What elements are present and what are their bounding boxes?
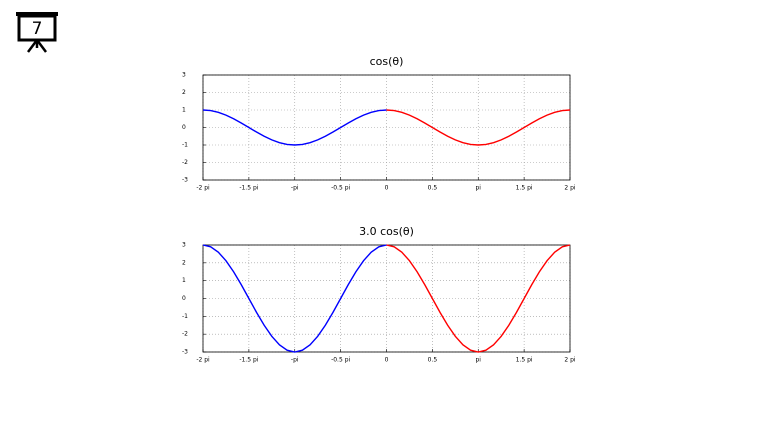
x-tick-label: -2 pi (196, 185, 210, 192)
x-tick-label: 2 pi (564, 357, 576, 364)
icon-leg (36, 39, 47, 53)
y-tick-label: 2 (182, 89, 186, 96)
x-tick-label: -2 pi (196, 357, 210, 364)
curve (202, 244, 387, 353)
x-tick-label: -0.5 pi (331, 185, 350, 192)
x-tick-label: -1.5 pi (239, 185, 258, 192)
curve (386, 244, 571, 353)
slide-icon: 7 (16, 12, 58, 53)
y-tick-label: -2 (182, 331, 188, 338)
x-tick-label: pi (476, 185, 482, 192)
x-tick-label: 0.5 (428, 357, 438, 364)
curve (202, 109, 387, 146)
x-tick-label: 0 (385, 357, 389, 364)
x-tick-label: 0.5 (428, 185, 438, 192)
chart-title: 3.0 cos(θ) (359, 225, 414, 238)
y-tick-label: 0 (182, 124, 186, 131)
x-tick-label: -0.5 pi (331, 357, 350, 364)
y-tick-label: 1 (182, 277, 186, 284)
icon-bar (16, 12, 58, 16)
x-tick-label: -pi (291, 185, 299, 192)
y-tick-label: 1 (182, 107, 186, 114)
y-tick-label: 3 (182, 242, 186, 249)
y-tick-label: 0 (182, 295, 186, 302)
icon-leg (27, 39, 38, 53)
plot-frame (202, 74, 571, 181)
y-tick-label: -1 (182, 142, 188, 149)
y-tick-label: -1 (182, 313, 188, 320)
x-tick-label: -1.5 pi (239, 357, 258, 364)
x-tick-label: 1.5 pi (516, 185, 533, 192)
slide-number: 7 (32, 19, 43, 39)
x-tick-label: 0 (385, 185, 389, 192)
y-tick-label: -3 (182, 349, 188, 356)
x-tick-label: pi (476, 357, 482, 364)
x-tick-label: 1.5 pi (516, 357, 533, 364)
y-tick-label: 2 (182, 259, 186, 266)
y-tick-label: -2 (182, 159, 188, 166)
curve (386, 109, 571, 146)
chart-title: cos(θ) (370, 55, 404, 68)
y-tick-label: -3 (182, 177, 188, 184)
x-tick-label: -pi (291, 357, 299, 364)
x-tick-label: 2 pi (564, 185, 576, 192)
y-tick-label: 3 (182, 72, 186, 79)
